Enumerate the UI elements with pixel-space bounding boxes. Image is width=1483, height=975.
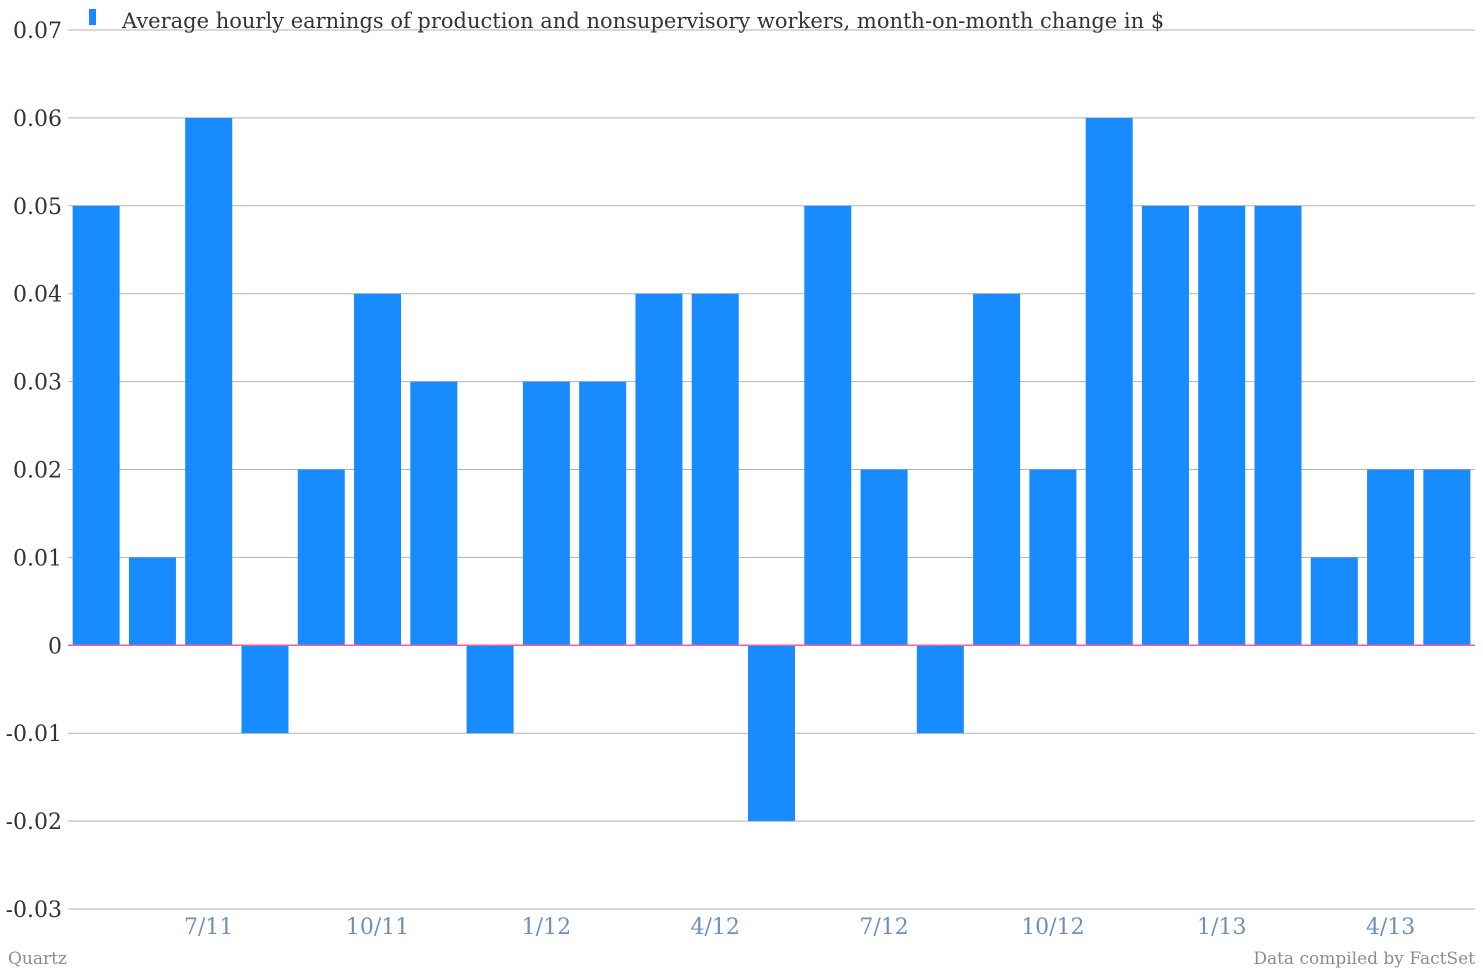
y-tick-label: 0 xyxy=(48,634,62,659)
bar-2-13 xyxy=(1254,205,1302,646)
bar-10-12 xyxy=(1029,469,1077,646)
y-tick-label: 0.02 xyxy=(13,459,62,484)
x-tick-label: 7/11 xyxy=(184,915,233,940)
y-tick-label: 0.03 xyxy=(13,371,62,396)
bar-7-11 xyxy=(185,117,233,646)
bar-1-12 xyxy=(522,381,570,646)
bar-4-12 xyxy=(691,293,739,646)
y-tick-label: 0.05 xyxy=(13,195,62,220)
bar-11-11 xyxy=(410,381,458,646)
y-tick-label: -0.03 xyxy=(6,898,62,923)
bar-7-12 xyxy=(860,469,908,646)
bar-5-12 xyxy=(748,645,795,822)
x-tick-label: 4/13 xyxy=(1366,915,1415,940)
y-tick-label: 0.04 xyxy=(13,283,62,308)
bar-11-12 xyxy=(1085,117,1133,646)
y-tick-label: -0.02 xyxy=(6,810,62,835)
bar-5-11 xyxy=(72,205,120,646)
bar-12-12 xyxy=(1141,205,1189,646)
bar-10-11 xyxy=(354,293,402,646)
bar-9-11 xyxy=(297,469,345,646)
x-tick-label: 4/12 xyxy=(691,915,740,940)
y-axis-tick-labels: -0.03 -0.02 -0.01 0 0.01 0.02 0.03 0.04 0.05 0.06… xyxy=(6,19,62,923)
data-credit: Data compiled by FactSet xyxy=(1253,949,1475,969)
bar-3-13 xyxy=(1310,557,1358,646)
x-tick-label: 1/12 xyxy=(522,915,571,940)
y-tick-label: -0.01 xyxy=(6,722,62,747)
y-tick-label: 0.01 xyxy=(13,546,62,571)
y-tick-label: 0.07 xyxy=(13,19,62,44)
x-axis-tick-labels: 7/11 10/11 1/12 4/12 7/12 10/12 1/13 4/13 xyxy=(184,915,1415,940)
bar-8-12 xyxy=(916,645,964,734)
bar-2-12 xyxy=(579,381,627,646)
y-tick-label: 0.06 xyxy=(13,107,62,132)
bar-5-13 xyxy=(1423,469,1471,646)
bar-6-12 xyxy=(804,205,852,646)
x-tick-label: 10/12 xyxy=(1021,915,1084,940)
bar-3-12 xyxy=(635,293,683,646)
x-tick-label: 10/11 xyxy=(346,915,409,940)
bar-series xyxy=(72,117,1471,822)
bar-8-11 xyxy=(241,645,289,734)
source-credit: Quartz xyxy=(8,949,67,969)
bar-12-11 xyxy=(466,645,514,734)
bar-6-11 xyxy=(128,557,176,646)
bar-4-13 xyxy=(1367,469,1415,646)
legend-swatch xyxy=(89,9,96,25)
legend: Average hourly earnings of production an… xyxy=(89,9,1164,33)
bar-1-13 xyxy=(1198,205,1246,646)
x-tick-label: 1/13 xyxy=(1197,915,1246,940)
legend-label: Average hourly earnings of production an… xyxy=(121,9,1164,33)
x-tick-label: 7/12 xyxy=(859,915,908,940)
bar-9-12 xyxy=(973,293,1021,646)
